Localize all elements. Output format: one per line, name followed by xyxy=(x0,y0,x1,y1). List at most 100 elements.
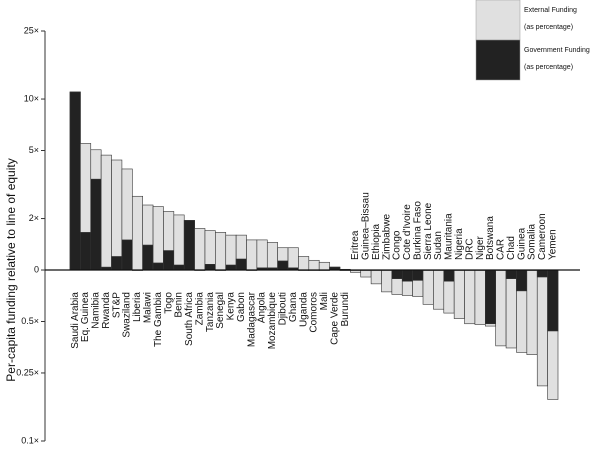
bar xyxy=(474,269,486,325)
legend-note: (as percentage) xyxy=(524,64,573,71)
bar xyxy=(266,242,278,271)
x-tick-label: DRC xyxy=(464,238,475,260)
x-tick-label: Djibouti xyxy=(277,292,288,325)
legend-swatch xyxy=(475,0,521,41)
bar xyxy=(152,262,164,271)
x-tick-label: Botswana xyxy=(485,216,496,260)
bar xyxy=(495,269,507,347)
x-tick-label: Congo xyxy=(392,230,403,260)
x-tick-label: Burundi xyxy=(340,292,351,326)
bar xyxy=(235,258,247,271)
y-tick-label: 0.5× xyxy=(21,316,39,326)
bar xyxy=(183,220,195,271)
x-tick-label: Burkina Faso xyxy=(412,201,423,260)
x-tick-label: Angola xyxy=(257,292,268,324)
x-tick-label: Senegal xyxy=(215,292,226,329)
bar xyxy=(422,269,434,305)
bar xyxy=(401,269,413,282)
bar xyxy=(152,206,164,271)
y-axis-label: Per-capita funding relative to line of e… xyxy=(4,158,18,381)
bar xyxy=(547,269,559,332)
bar xyxy=(173,264,185,271)
bar xyxy=(204,264,216,271)
bar xyxy=(69,91,81,271)
x-tick-label: Eq. Guinea xyxy=(80,292,91,342)
x-tick-label: Cameroon xyxy=(537,213,548,260)
bar xyxy=(505,269,517,349)
x-tick-label: Kenya xyxy=(226,292,237,321)
bar xyxy=(505,269,517,279)
y-tick-label: 5× xyxy=(29,145,39,155)
bar xyxy=(318,261,330,271)
x-tick-label: South Africa xyxy=(184,292,195,346)
x-tick-label: Ghana xyxy=(288,292,299,322)
bar xyxy=(298,256,310,271)
x-tick-label: Gabon xyxy=(236,292,247,322)
x-tick-label: Madagascar xyxy=(246,291,257,347)
bar xyxy=(194,228,206,271)
bar xyxy=(277,260,289,271)
bar xyxy=(215,232,227,271)
bar xyxy=(225,264,237,271)
x-tick-label: Ethiopia xyxy=(371,223,382,260)
bar xyxy=(142,244,154,271)
bar xyxy=(90,178,102,271)
x-tick-label: Guinea xyxy=(516,227,527,260)
x-tick-label: Yemen xyxy=(547,229,558,260)
x-tick-label: Sierra Leone xyxy=(423,202,434,260)
bar xyxy=(453,269,465,319)
bar xyxy=(287,247,299,271)
legend-label: Government Funding xyxy=(524,47,590,54)
x-tick-label: Guinea–Bissau xyxy=(361,192,372,260)
bar xyxy=(111,256,123,271)
bar xyxy=(111,159,123,271)
x-tick-label: Saudi Arabia xyxy=(70,292,81,349)
bar xyxy=(516,269,528,292)
x-tick-label: The Gambia xyxy=(153,292,164,347)
x-tick-label: Sudan xyxy=(433,231,444,260)
x-tick-label: Togo xyxy=(163,292,174,314)
x-tick-label: Cape Verde xyxy=(329,292,340,345)
bar xyxy=(163,250,175,271)
bar xyxy=(173,214,185,271)
bar xyxy=(391,269,403,279)
bar xyxy=(536,269,548,387)
x-tick-label: Rwanda xyxy=(101,292,112,329)
x-tick-label: Tanzania xyxy=(205,292,216,332)
x-tick-label: Zambia xyxy=(194,292,205,326)
y-tick-label: 0 xyxy=(34,264,39,274)
x-tick-label: ST&P xyxy=(111,292,122,318)
bar xyxy=(485,269,497,325)
x-tick-label: Nigeria xyxy=(454,228,465,260)
x-tick-label: Niger xyxy=(475,235,486,260)
x-tick-label: Somalia xyxy=(527,223,538,260)
bar xyxy=(464,269,476,325)
legend-swatch xyxy=(475,39,521,81)
bar xyxy=(433,269,445,310)
legend-note: (as percentage) xyxy=(524,24,573,31)
y-tick-label: 0.25× xyxy=(16,367,39,377)
bar xyxy=(308,259,320,271)
bar xyxy=(360,269,372,278)
y-tick-label: 2× xyxy=(29,213,39,223)
bar xyxy=(412,269,424,281)
x-tick-label: Malawi xyxy=(143,292,154,323)
x-tick-label: Zimbabwe xyxy=(381,213,392,260)
x-tick-label: Mauritania xyxy=(444,213,455,260)
x-tick-label: Comoros xyxy=(309,292,320,333)
x-tick-label: Eritrea xyxy=(350,230,361,260)
bar xyxy=(131,195,143,271)
x-tick-label: Cote d'Ivoire xyxy=(402,204,413,260)
bar xyxy=(121,239,133,271)
y-tick-label: 0.1× xyxy=(21,435,39,445)
bar xyxy=(443,269,455,282)
bar xyxy=(80,232,92,271)
x-tick-label: Uganda xyxy=(298,292,309,327)
x-tick-label: Swaziland xyxy=(122,292,133,338)
legend-label: External Funding xyxy=(524,7,577,14)
bar xyxy=(246,239,258,271)
y-tick-label: 25× xyxy=(24,25,39,35)
bar xyxy=(100,154,112,271)
y-tick-label: 10× xyxy=(24,93,39,103)
